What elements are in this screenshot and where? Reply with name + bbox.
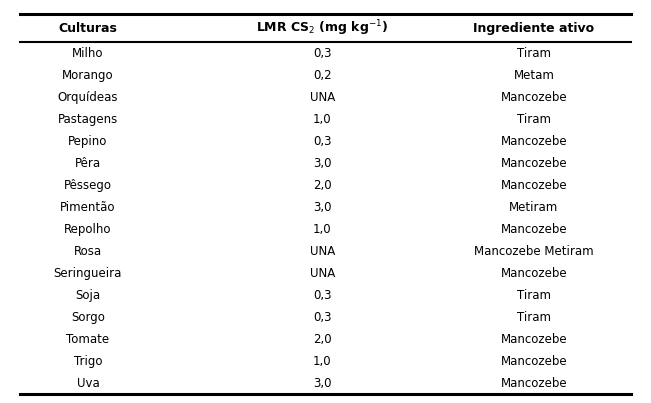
Text: UNA: UNA xyxy=(310,267,335,280)
Text: 0,3: 0,3 xyxy=(313,289,331,302)
Text: Soja: Soja xyxy=(76,289,100,302)
Text: Metam: Metam xyxy=(514,69,554,82)
Text: Seringueira: Seringueira xyxy=(53,267,122,280)
Text: 0,3: 0,3 xyxy=(313,47,331,60)
Text: LMR CS$_2$ (mg kg$^{-1}$): LMR CS$_2$ (mg kg$^{-1}$) xyxy=(256,19,389,38)
Text: 3,0: 3,0 xyxy=(313,157,331,170)
Text: Mancozebe: Mancozebe xyxy=(501,267,567,280)
Text: 3,0: 3,0 xyxy=(313,377,331,390)
Text: Pastagens: Pastagens xyxy=(58,113,118,126)
Text: 1,0: 1,0 xyxy=(313,355,331,368)
Text: Mancozebe Metiram: Mancozebe Metiram xyxy=(474,245,594,258)
Text: 3,0: 3,0 xyxy=(313,201,331,214)
Text: Culturas: Culturas xyxy=(59,22,117,35)
Text: 0,3: 0,3 xyxy=(313,135,331,148)
Text: Sorgo: Sorgo xyxy=(71,311,105,324)
Text: Tiram: Tiram xyxy=(517,47,551,60)
Text: Mancozebe: Mancozebe xyxy=(501,377,567,390)
Text: Metiram: Metiram xyxy=(509,201,559,214)
Text: Mancozebe: Mancozebe xyxy=(501,157,567,170)
Text: Mancozebe: Mancozebe xyxy=(501,355,567,368)
Text: Ingrediente ativo: Ingrediente ativo xyxy=(473,22,594,35)
Text: Mancozebe: Mancozebe xyxy=(501,179,567,192)
Text: Mancozebe: Mancozebe xyxy=(501,135,567,148)
Text: Tiram: Tiram xyxy=(517,113,551,126)
Text: Mancozebe: Mancozebe xyxy=(501,332,567,346)
Text: Pepino: Pepino xyxy=(68,135,107,148)
Text: 2,0: 2,0 xyxy=(313,332,331,346)
Text: Rosa: Rosa xyxy=(74,245,102,258)
Text: Pêra: Pêra xyxy=(75,157,101,170)
Text: Tiram: Tiram xyxy=(517,311,551,324)
Text: Uva: Uva xyxy=(77,377,99,390)
Text: 1,0: 1,0 xyxy=(313,223,331,236)
Text: Mancozebe: Mancozebe xyxy=(501,223,567,236)
Text: 1,0: 1,0 xyxy=(313,113,331,126)
Text: Pimentão: Pimentão xyxy=(60,201,116,214)
Text: Tiram: Tiram xyxy=(517,289,551,302)
Text: Trigo: Trigo xyxy=(74,355,102,368)
Text: Mancozebe: Mancozebe xyxy=(501,91,567,104)
Text: Pêssego: Pêssego xyxy=(64,179,112,192)
Text: Repolho: Repolho xyxy=(64,223,111,236)
Text: 0,2: 0,2 xyxy=(313,69,331,82)
Text: Tomate: Tomate xyxy=(66,332,109,346)
Text: UNA: UNA xyxy=(310,91,335,104)
Text: 0,3: 0,3 xyxy=(313,311,331,324)
Text: 2,0: 2,0 xyxy=(313,179,331,192)
Text: Milho: Milho xyxy=(72,47,104,60)
Text: Orquídeas: Orquídeas xyxy=(58,91,118,104)
Text: UNA: UNA xyxy=(310,245,335,258)
Text: Morango: Morango xyxy=(62,69,114,82)
